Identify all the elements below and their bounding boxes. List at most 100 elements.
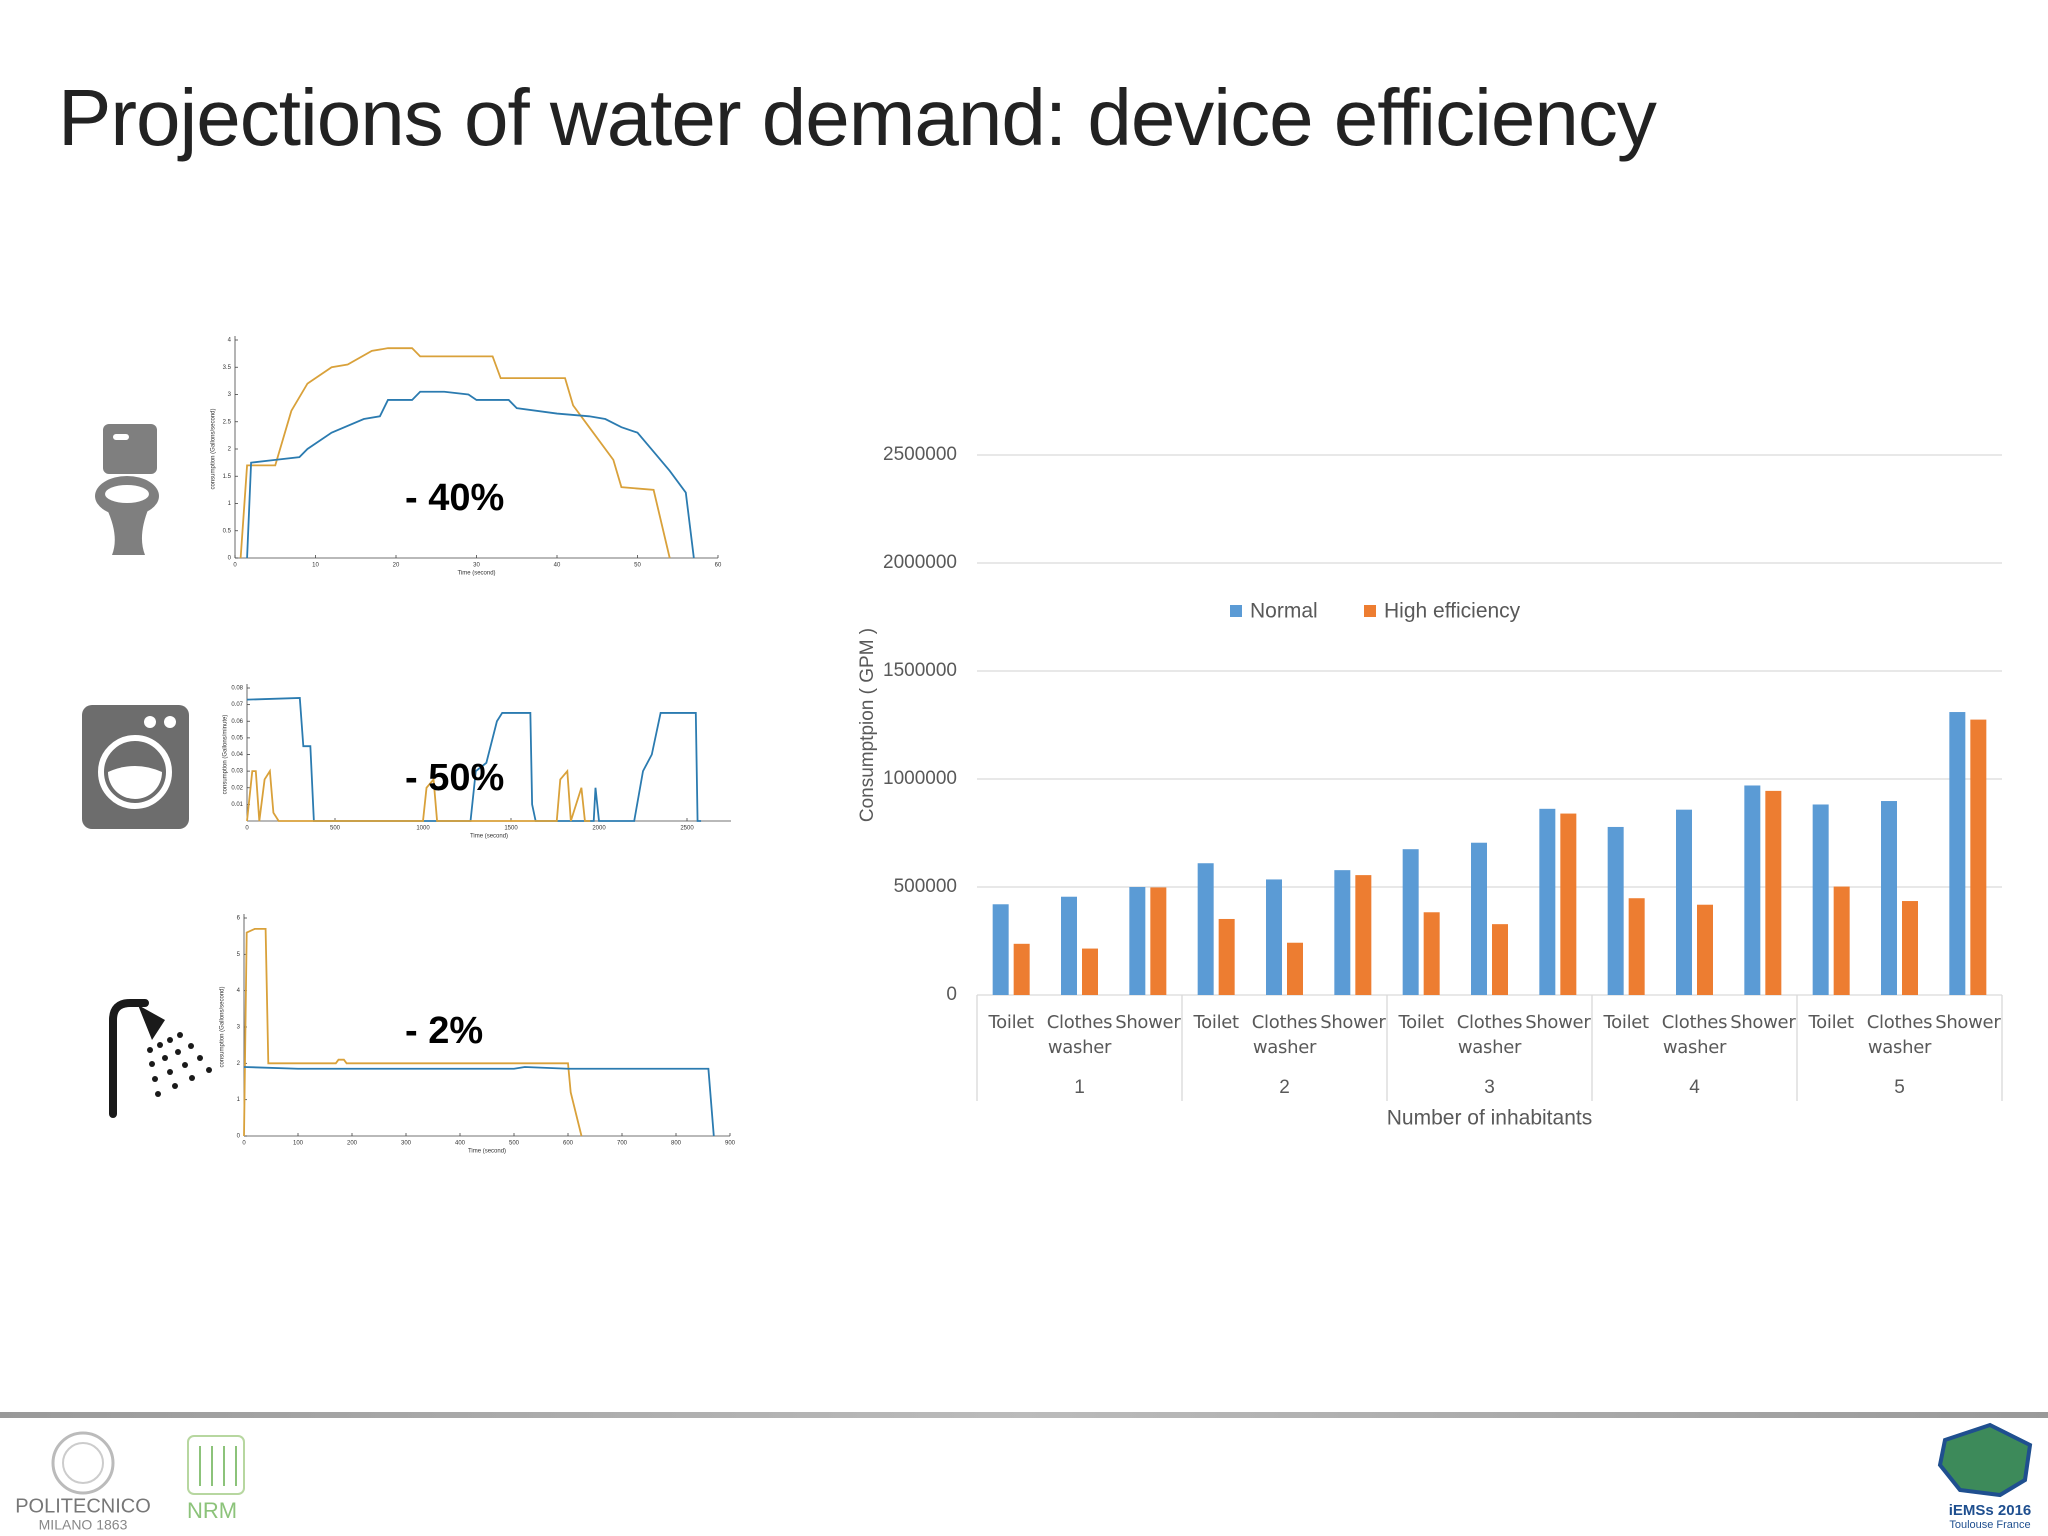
bar: [1539, 808, 1556, 995]
x-tick-label: 0: [233, 563, 237, 569]
x-tick-label: Toilet: [1193, 1012, 1240, 1033]
y-tick-label: 0.02: [231, 785, 243, 791]
bar: [1765, 790, 1782, 995]
bar: [1902, 901, 1918, 995]
x-tick-label: 2000: [592, 826, 606, 832]
x-tick-label: Clothes washer: [1046, 1012, 1113, 1058]
group-label: 1: [1074, 1077, 1085, 1098]
nrm-logo-lines: [199, 1446, 237, 1486]
y-tick-label: 4: [228, 338, 232, 344]
y-tick-label: 1.5: [223, 474, 232, 480]
bar: [1949, 712, 1966, 995]
y-tick-label: 3: [237, 1025, 241, 1031]
toilet-icon: [95, 424, 159, 555]
y-tick-label: 0.01: [231, 802, 243, 808]
y-tick-label: 2.5: [223, 419, 232, 425]
series-line: [246, 390, 695, 559]
series-line: [246, 768, 591, 822]
x-tick-label: 300: [401, 1141, 412, 1147]
bar: [1744, 785, 1761, 995]
x-tick-label: 800: [671, 1141, 682, 1147]
bar: [1150, 887, 1167, 995]
x-tick-label: 50: [634, 563, 641, 569]
nrm-logo: [187, 1435, 245, 1495]
x-tick-label: Toilet: [1398, 1012, 1445, 1033]
y-tick-label: 0: [946, 984, 957, 1005]
x-tick-label: Clothes washer: [1456, 1012, 1523, 1058]
x-tick-label: 60: [715, 563, 722, 569]
y-tick-label: 6: [237, 916, 241, 922]
bar: [1402, 849, 1419, 995]
x-tick-label: Toilet: [1808, 1012, 1855, 1033]
x-tick-label: 600: [563, 1141, 574, 1147]
y-tick-label: 0: [237, 1134, 241, 1140]
bar: [1061, 896, 1077, 995]
iemss-name: iEMSs 2016: [1949, 1502, 2032, 1519]
x-tick-label: Clothes washer: [1866, 1012, 1933, 1058]
group-label: 3: [1484, 1077, 1495, 1098]
shower-icon: [109, 999, 212, 1118]
x-tick-label: 200: [347, 1141, 358, 1147]
y-tick-label: 4: [237, 988, 241, 994]
x-tick-label: 100: [293, 1141, 304, 1147]
polimi-sub: MILANO 1863: [39, 1517, 128, 1533]
bar: [1697, 904, 1713, 995]
bar: [1013, 943, 1030, 995]
x-tick-label: 0: [245, 826, 249, 832]
y-tick-label: 0: [228, 556, 232, 562]
bar: [1423, 912, 1440, 995]
reduction-label: - 2%: [405, 1010, 483, 1052]
bar: [992, 904, 1009, 995]
y-axis-title: consumption (Gallons/minute): [223, 715, 229, 795]
x-tick-label: Toilet: [988, 1012, 1035, 1033]
x-tick-label: Shower: [1935, 1012, 2001, 1033]
bar: [1471, 842, 1487, 995]
y-tick-label: 0.03: [231, 769, 243, 775]
reduction-label: - 50%: [405, 757, 504, 799]
y-tick-label: 2: [237, 1061, 241, 1067]
x-tick-label: 1000: [416, 826, 430, 832]
footer-line: [0, 1412, 2048, 1418]
x-tick-label: 400: [455, 1141, 466, 1147]
polimi-logo: [51, 1431, 115, 1495]
bar: [1355, 875, 1372, 995]
bar: [1287, 942, 1303, 995]
y-tick-label: 0.07: [231, 702, 243, 708]
y-tick-label: 0.06: [231, 719, 243, 725]
y-tick-label: 500000: [894, 876, 957, 897]
bar: [1334, 870, 1351, 995]
y-tick-label: 1: [237, 1097, 241, 1103]
reduction-label: - 40%: [405, 477, 504, 519]
iemss-logo: [1937, 1422, 2033, 1498]
x-tick-label: Clothes washer: [1661, 1012, 1728, 1058]
x-axis-title: Time (second): [457, 571, 495, 577]
series-line: [243, 928, 583, 1137]
legend-swatch: [1364, 605, 1376, 617]
bar: [1676, 809, 1692, 995]
y-tick-label: 3: [228, 392, 232, 398]
x-tick-label: Clothes washer: [1251, 1012, 1318, 1058]
bar: [1492, 924, 1508, 995]
bar: [1881, 801, 1897, 995]
series-line: [239, 347, 671, 559]
y-tick-label: 0.04: [231, 752, 243, 758]
series-line: [243, 1066, 715, 1137]
y-tick-label: 1500000: [883, 660, 957, 681]
x-tick-label: 10: [312, 563, 319, 569]
bar: [1266, 879, 1282, 995]
y-axis-title: Consumptpion ( GPM ): [857, 628, 878, 822]
bar: [1082, 948, 1098, 995]
y-tick-label: 2: [228, 447, 232, 453]
nrm-name: NRM: [187, 1498, 237, 1523]
x-axis-title: Time (second): [468, 1149, 506, 1155]
bar: [1812, 804, 1829, 995]
x-tick-label: 0: [242, 1141, 246, 1147]
polimi-name: POLITECNICO: [15, 1495, 151, 1517]
y-tick-label: 0.05: [231, 735, 243, 741]
x-tick-label: 900: [725, 1141, 736, 1147]
bar: [1129, 887, 1146, 995]
y-tick-label: 2000000: [883, 552, 957, 573]
y-tick-label: 3.5: [223, 365, 232, 371]
x-tick-label: Shower: [1525, 1012, 1591, 1033]
